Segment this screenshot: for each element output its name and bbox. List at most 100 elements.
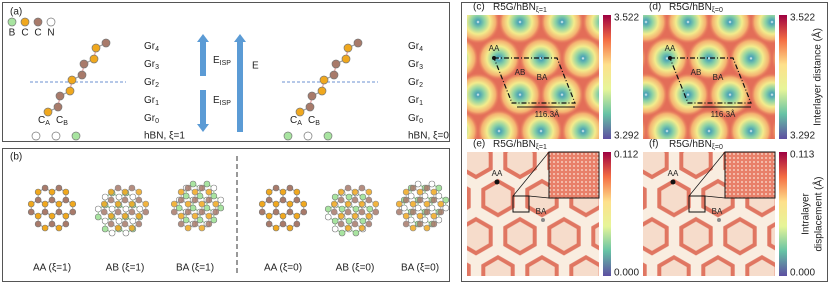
atom [46, 17, 56, 27]
atom [365, 220, 373, 228]
atom [303, 131, 313, 141]
layer-label-base: Gr [144, 113, 156, 124]
site-dot [670, 179, 676, 185]
atom [128, 184, 136, 192]
atom-label: CA [38, 115, 50, 127]
atom [205, 220, 213, 228]
atom [442, 204, 450, 212]
atom [128, 224, 136, 232]
atom [108, 205, 116, 213]
length-label: 116.3Å [535, 110, 560, 119]
atom [198, 200, 206, 208]
atom [43, 107, 53, 117]
atom [352, 205, 360, 213]
layer-label-sub: 2 [155, 82, 159, 89]
atom [258, 200, 266, 208]
atom [416, 196, 424, 204]
panel-title: R5G/hBNξ=1 [493, 139, 547, 151]
atom [283, 131, 293, 141]
atom [272, 208, 280, 216]
atom [27, 208, 35, 216]
atom [205, 212, 213, 220]
layer-label-base: Gr [408, 77, 420, 88]
layer-label: Gr2 [144, 77, 159, 89]
atom [407, 192, 415, 200]
site-dot [668, 56, 672, 60]
atom [409, 208, 417, 216]
atom [89, 54, 99, 64]
atom [101, 38, 111, 48]
field-arrow [197, 90, 209, 132]
layer-label-base: Gr [144, 77, 156, 88]
atom [423, 200, 431, 208]
atom [365, 188, 373, 196]
atom [55, 224, 63, 232]
atom [402, 220, 410, 228]
atom [319, 75, 329, 85]
atom [265, 188, 273, 196]
atom [307, 91, 317, 101]
atom [67, 75, 77, 85]
atom [409, 184, 417, 192]
panel-label: (e) [473, 139, 485, 150]
atom [191, 196, 199, 204]
atom [107, 188, 115, 196]
atom [286, 224, 294, 232]
field-label: E [252, 61, 259, 72]
atom-label-sub: A [45, 120, 50, 127]
atom [205, 188, 213, 196]
atom [101, 193, 109, 201]
atom [402, 212, 410, 220]
zoom-line [704, 195, 726, 199]
atom [366, 205, 374, 213]
atom [48, 196, 56, 204]
layer-label-base: Gr [408, 113, 420, 124]
site-label: AA [492, 169, 503, 178]
field-label-sub: ISP [220, 60, 232, 67]
atom [135, 196, 143, 204]
atom-label-base: C [308, 115, 315, 126]
atom [135, 212, 143, 220]
legend-label: N [47, 28, 54, 39]
layer-label: Gr2 [408, 77, 423, 89]
atom [428, 180, 436, 188]
atom [217, 204, 225, 212]
atom [205, 196, 213, 204]
heatmap [467, 15, 599, 139]
atom [34, 220, 42, 228]
atom [407, 216, 415, 224]
atom [53, 102, 63, 112]
atom [77, 70, 87, 80]
atom [359, 217, 367, 225]
atom [212, 200, 220, 208]
atom [435, 184, 443, 192]
atom [352, 229, 360, 237]
site-label: BA [537, 73, 548, 82]
atom [430, 212, 438, 220]
atom [435, 192, 443, 200]
layer-label: Gr4 [408, 41, 423, 53]
atom [62, 196, 70, 204]
atom [293, 196, 301, 204]
atom [279, 212, 287, 220]
atom [48, 188, 56, 196]
atom [409, 224, 417, 232]
panel-title-sub: ξ=1 [536, 144, 547, 151]
atom [191, 188, 199, 196]
atom [329, 70, 339, 80]
atom [353, 38, 363, 48]
hbn-label: hBN, ξ=0 [408, 131, 449, 142]
moire-cell [493, 57, 576, 104]
atom [402, 196, 410, 204]
atom [41, 208, 49, 216]
atom [324, 213, 332, 221]
panel-title-base: R5G/hBN [493, 139, 536, 150]
zoom-inset [548, 151, 600, 199]
layer-label: Gr0 [144, 113, 159, 125]
atom [62, 220, 70, 228]
layer [330, 184, 380, 232]
atom [351, 188, 359, 196]
atom [265, 212, 273, 220]
atom [107, 196, 115, 204]
